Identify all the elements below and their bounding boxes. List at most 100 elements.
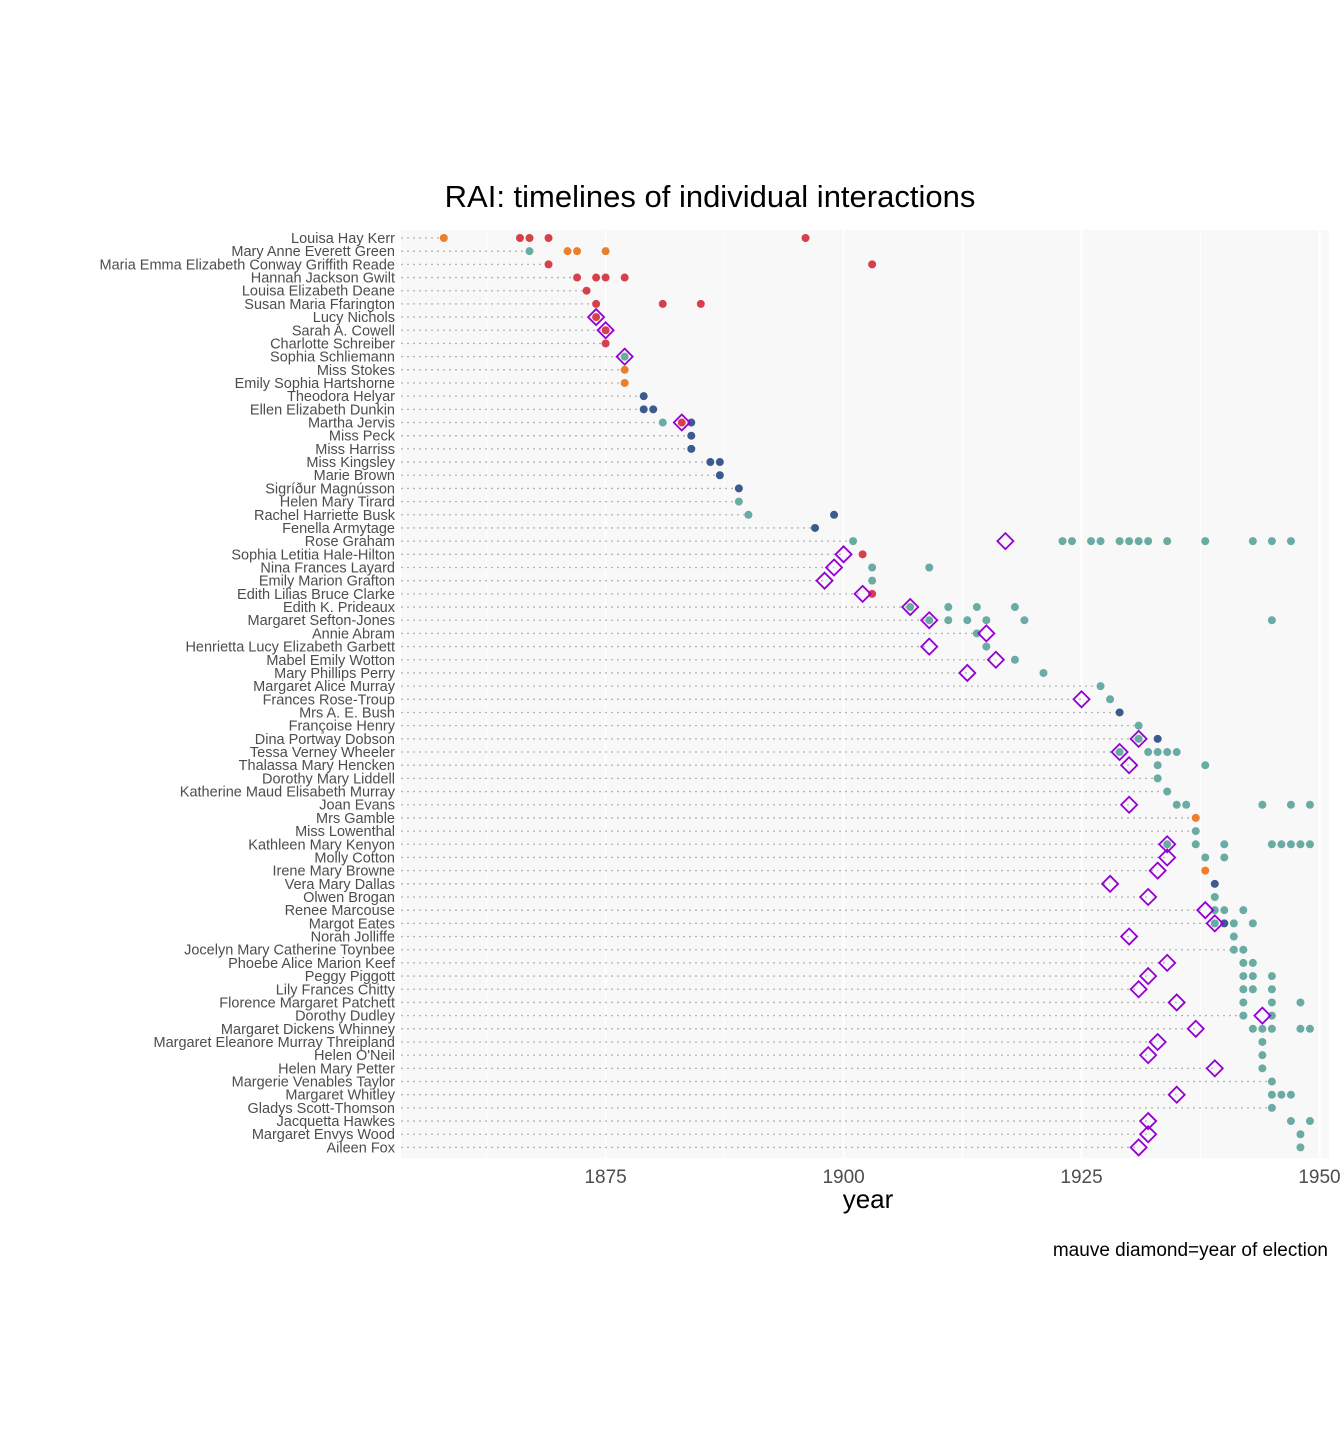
election-diamond <box>1148 861 1167 880</box>
y-tick-label: Sophia Letitia Hale-Hilton <box>231 547 395 563</box>
data-point <box>544 260 553 269</box>
election-diamond <box>977 624 996 643</box>
data-point <box>1239 972 1248 981</box>
data-point <box>620 378 629 387</box>
data-point <box>925 616 934 625</box>
data-point <box>1115 537 1124 546</box>
election-diamond <box>1148 1032 1167 1052</box>
data-point <box>1305 800 1314 809</box>
election-diamond <box>1129 729 1148 749</box>
data-point <box>1286 1090 1295 1099</box>
y-tick-label: Mrs A. E. Bush <box>299 705 395 721</box>
y-tick-label: Margerie Venables Taylor <box>232 1075 396 1091</box>
data-point <box>601 247 610 256</box>
y-tick-label: Louisa Hay Kerr <box>291 231 395 247</box>
y-tick-label: Margaret Alice Murray <box>253 679 396 695</box>
y-tick-label: Margot Eates <box>309 916 395 932</box>
data-point <box>1163 748 1172 757</box>
data-point <box>734 484 743 493</box>
data-point <box>696 299 705 308</box>
data-points <box>439 234 1314 1152</box>
election-diamond <box>1129 979 1148 999</box>
y-tick-label: Jacquetta Hawkes <box>277 1114 395 1130</box>
y-tick-label: Annie Abram <box>312 626 395 642</box>
data-point <box>1191 840 1200 849</box>
data-point <box>1134 721 1143 730</box>
data-point <box>1163 537 1172 546</box>
x-tick-label: 1900 <box>822 1167 864 1188</box>
data-point <box>1106 695 1115 704</box>
election-diamond <box>996 531 1015 551</box>
data-point <box>620 365 629 374</box>
y-tick-label: Dorothy Dudley <box>295 1009 396 1025</box>
data-point <box>1305 1117 1314 1126</box>
data-point <box>1172 748 1181 757</box>
data-point <box>1239 958 1248 967</box>
y-tick-label: Sigríður Magnússon <box>265 481 395 497</box>
data-point <box>1010 603 1019 612</box>
y-tick-label: Lily Frances Chitty <box>276 982 396 998</box>
y-tick-label: Fenella Armytage <box>282 521 395 537</box>
data-point <box>1220 906 1229 915</box>
y-tick-label: Joan Evans <box>319 798 395 814</box>
y-tick-label: Miss Stokes <box>317 363 395 379</box>
data-point <box>1248 985 1257 994</box>
y-tick-label: Dorothy Mary Liddell <box>262 771 395 787</box>
election-diamond <box>1119 927 1139 946</box>
data-point <box>1258 800 1267 809</box>
data-point <box>620 352 629 361</box>
data-point <box>639 405 648 414</box>
y-tick-label: Mabel Emily Wotton <box>266 653 395 669</box>
data-point <box>1258 1051 1267 1060</box>
data-point <box>1134 734 1143 743</box>
election-diamond <box>1138 1111 1158 1131</box>
y-tick-label: Renee Marcouse <box>285 903 395 919</box>
data-point <box>649 405 658 414</box>
election-diamond <box>919 637 939 656</box>
y-tick-label: Helen Mary Tirard <box>280 495 395 511</box>
data-point <box>1258 1064 1267 1073</box>
data-point <box>1182 800 1191 809</box>
data-point <box>1239 998 1248 1007</box>
grid-layer <box>486 230 1321 1158</box>
data-point <box>830 510 839 519</box>
y-tick-label: Katherine Maud Elisabeth Murray <box>180 785 396 801</box>
data-point <box>944 616 953 625</box>
data-point <box>868 260 877 269</box>
data-point <box>1305 1024 1314 1033</box>
data-point <box>658 418 667 427</box>
data-point <box>1296 1130 1305 1139</box>
data-point <box>573 247 582 256</box>
data-point <box>582 286 591 295</box>
election-diamond <box>1072 690 1091 709</box>
y-tick-label: Margaret Eleanore Murray Threipland <box>153 1035 395 1051</box>
y-tick-label: Mrs Gamble <box>316 811 395 827</box>
y-tick-label: Peggy Piggott <box>305 969 395 985</box>
data-point <box>1087 537 1096 546</box>
data-point <box>1248 919 1257 928</box>
y-tick-label: Miss Peck <box>329 429 396 445</box>
election-diamond <box>615 347 634 366</box>
data-point <box>687 418 696 427</box>
data-point <box>563 247 572 256</box>
data-point <box>1153 774 1162 783</box>
data-point <box>1248 958 1257 967</box>
data-point <box>1267 1011 1276 1020</box>
data-point <box>858 550 867 559</box>
election-diamond <box>1138 1124 1158 1144</box>
data-point <box>868 589 877 598</box>
data-point <box>1296 1143 1305 1152</box>
data-point <box>1220 919 1229 928</box>
data-point <box>1201 537 1210 546</box>
data-point <box>1201 853 1210 862</box>
y-tick-label: Dina Portway Dobson <box>255 732 395 748</box>
data-point <box>544 234 553 242</box>
election-diamond <box>1167 993 1186 1012</box>
election-diamond <box>586 307 606 327</box>
election-diamond <box>1138 966 1158 986</box>
data-point <box>972 629 981 638</box>
plot-panel <box>401 230 1329 1158</box>
data-point <box>1201 866 1210 875</box>
y-tick-label: Lucy Nichols <box>313 310 395 326</box>
data-point <box>687 444 696 453</box>
